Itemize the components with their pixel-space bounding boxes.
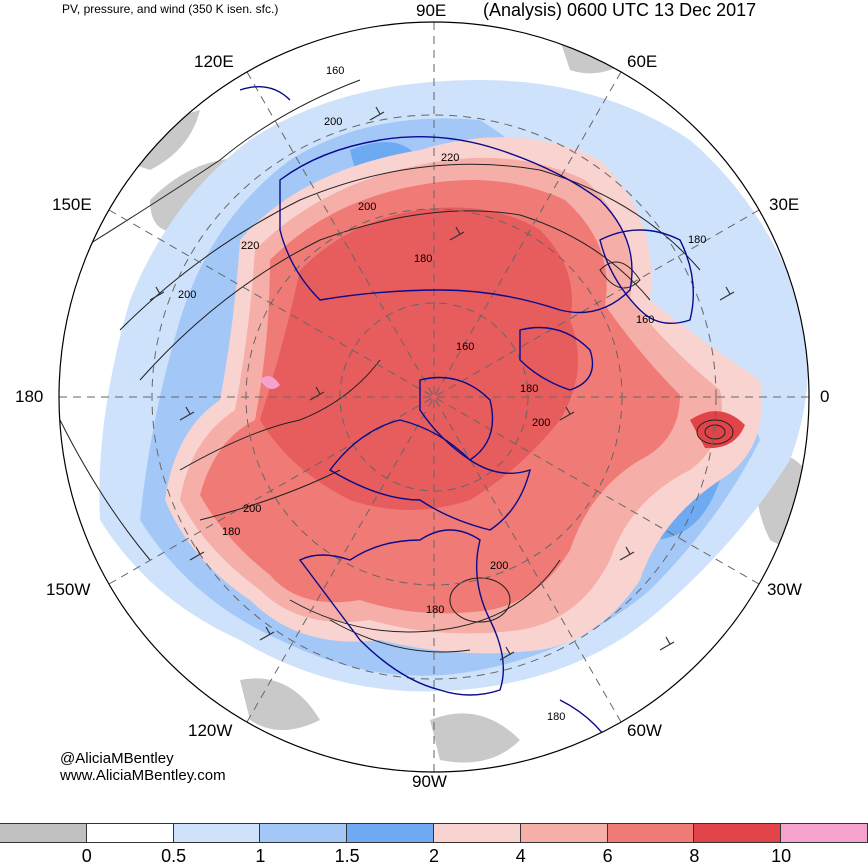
plot-title: (Analysis) 0600 UTC 13 Dec 2017: [483, 0, 757, 20]
lon-label-120w: 120W: [188, 721, 233, 740]
colorbar-segment: [693, 823, 782, 843]
colorbar-segment: [259, 823, 348, 843]
plot-subtitle: PV, pressure, and wind (350 K isen. sfc.…: [62, 2, 279, 16]
coastlines: [239, 86, 694, 761]
colorbar-segment: [432, 823, 521, 843]
credit-handle: @AliciaMBentley: [60, 750, 174, 767]
lon-label-120e: 120E: [194, 52, 234, 71]
colorbar-segment: [780, 823, 868, 843]
lon-label-90e: 90E: [416, 1, 447, 20]
contour-label: 200: [178, 289, 196, 301]
lon-label-30e: 30E: [769, 195, 800, 214]
contour-label: 220: [241, 240, 259, 252]
contour-label: 200: [358, 201, 376, 213]
lon-label-90w: 90W: [412, 772, 447, 791]
contour-label: 200: [490, 560, 508, 572]
contour-label: 180: [426, 604, 444, 616]
lon-label-150e: 150E: [52, 195, 92, 214]
contour-label: 180: [688, 234, 706, 246]
graticule: [59, 22, 809, 772]
wind-barbs: [149, 106, 735, 661]
lon-label-60e: 60E: [627, 52, 658, 71]
colorbar-tick-label: 6: [602, 846, 613, 866]
colorbar-tick-label: 1: [255, 846, 266, 866]
lon-label-30w: 30W: [767, 580, 802, 599]
colorbar-segment: [0, 823, 87, 843]
map-border: [58, 21, 810, 773]
contour-labels: 160 200 220 200 180 220 200 180 160 180 …: [178, 65, 706, 723]
contour-label: 180: [547, 711, 565, 723]
colorbar-segment: [172, 823, 261, 843]
map-disk: [59, 22, 809, 772]
colorbar-tick-label: 10: [771, 846, 792, 866]
colorbar-segment: [85, 823, 174, 843]
contour-label: 200: [243, 503, 261, 515]
colorbar-tick-label: 0.5: [161, 846, 187, 866]
colorbar-segment: [346, 823, 434, 843]
credit-website: www.AliciaMBentley.com: [60, 767, 226, 784]
contour-label: 200: [324, 116, 342, 128]
contour-label: 180: [520, 383, 538, 395]
colorbar-segment: [606, 823, 695, 843]
colorbar-tick-label: 8: [689, 846, 700, 866]
lon-label-150w: 150W: [46, 580, 91, 599]
contour-label: 180: [222, 526, 240, 538]
contour-label: 160: [456, 341, 474, 353]
contour-label: 160: [326, 65, 344, 77]
lon-label-60w: 60W: [627, 721, 662, 740]
lon-label-0: 0: [820, 387, 830, 406]
colorbar-tick-label: 4: [515, 846, 526, 866]
lon-label-180: 180: [15, 387, 44, 406]
colorbar-tick-label: 0: [81, 846, 92, 866]
contour-label: 200: [532, 417, 550, 429]
colorbar: [0, 823, 868, 843]
pressure-contours: [59, 79, 734, 653]
contour-label: 180: [414, 253, 432, 265]
contour-label: 160: [636, 314, 654, 326]
contour-label: 220: [441, 152, 459, 164]
colorbar-tick-label: 2: [428, 846, 440, 866]
colorbar-segment: [519, 823, 608, 843]
colorbar-tick-label: 1.5: [334, 846, 360, 866]
